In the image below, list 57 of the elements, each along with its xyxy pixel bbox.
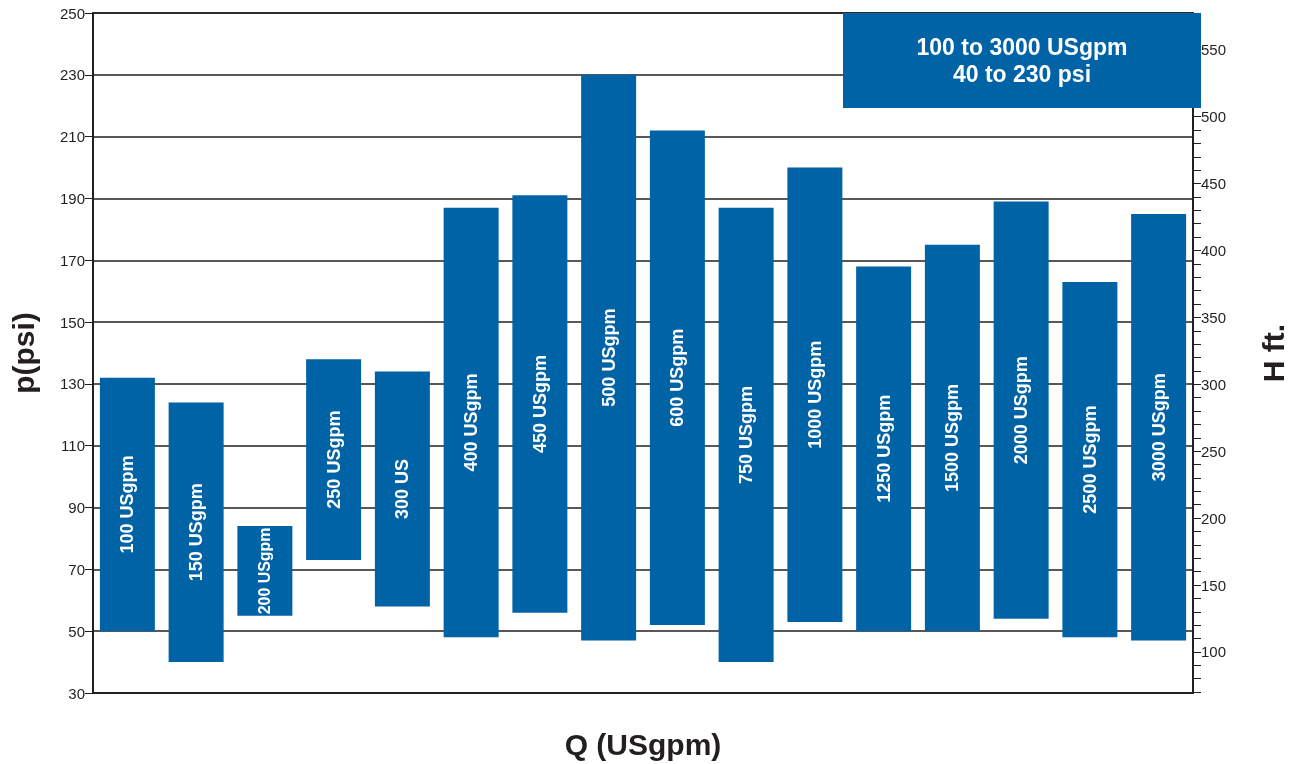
bar bbox=[1062, 281, 1118, 638]
y-tick-label: 250 bbox=[59, 4, 85, 22]
bar bbox=[649, 130, 705, 625]
x-tick-label: 2000 USgpm bbox=[1011, 356, 1032, 465]
x-tick-label: 2500 USgpm bbox=[1079, 405, 1100, 514]
x-tick-label: 400 USgpm bbox=[461, 373, 482, 472]
bar bbox=[512, 195, 568, 613]
x-tick-label: 750 USgpm bbox=[736, 385, 757, 484]
bar bbox=[374, 371, 430, 607]
y2-tick-label: 300 bbox=[1201, 375, 1227, 393]
bar bbox=[856, 266, 912, 632]
bar bbox=[306, 359, 362, 561]
x-tick-label: 300 US bbox=[392, 458, 413, 520]
bar bbox=[993, 201, 1049, 619]
bar bbox=[924, 244, 980, 632]
y2-axis-title: H ft. bbox=[1256, 323, 1290, 383]
y-tick-label: 130 bbox=[59, 375, 85, 393]
y2-tick-label: 450 bbox=[1201, 175, 1227, 193]
y2-tick-label: 100 bbox=[1201, 643, 1227, 661]
x-tick-label: 450 USgpm bbox=[529, 354, 550, 454]
x-tick-label: 200 USgpm bbox=[256, 527, 274, 615]
bar bbox=[718, 207, 774, 663]
x-tick-label: 600 USgpm bbox=[667, 328, 688, 427]
y2-tick-label: 550 bbox=[1201, 41, 1227, 59]
y2-tick-label: 400 bbox=[1201, 242, 1227, 259]
y2-tick-label: 200 bbox=[1201, 509, 1227, 527]
x-tick-label: 500 USgpm bbox=[598, 308, 619, 407]
y-tick-label: 30 bbox=[68, 684, 85, 702]
y2-tick-label: 150 bbox=[1201, 576, 1227, 594]
x-tick-label: 1250 USgpm bbox=[873, 394, 894, 503]
y-tick-label: 50 bbox=[68, 622, 85, 640]
y-axis-title: p(psi) bbox=[6, 312, 40, 394]
bar bbox=[99, 377, 155, 632]
x-tick-label: 3000 USgpm bbox=[1148, 373, 1169, 482]
bar bbox=[168, 402, 224, 663]
y-tick-label: 230 bbox=[59, 66, 85, 84]
y-tick-label: 190 bbox=[59, 189, 85, 207]
y-tick-label: 150 bbox=[59, 313, 85, 331]
x-tick-label: 150 USgpm bbox=[186, 483, 207, 582]
y-tick-label: 210 bbox=[59, 128, 85, 146]
x-tick-label: 250 USgpm bbox=[323, 410, 344, 509]
y2-tick-label: 250 bbox=[1201, 442, 1227, 460]
y2-tick-label: 350 bbox=[1201, 308, 1227, 326]
y-tick-label: 170 bbox=[59, 251, 85, 269]
y-tick-label: 70 bbox=[68, 560, 85, 578]
bar bbox=[787, 167, 843, 622]
bar bbox=[581, 74, 637, 641]
note-box: 100 to 3000 USgpm 40 to 230 psi bbox=[843, 13, 1201, 108]
y-tick-label: 90 bbox=[68, 499, 85, 517]
bar bbox=[1131, 213, 1187, 641]
y-tick-label: 110 bbox=[61, 437, 85, 455]
x-tick-label: 1500 USgpm bbox=[942, 383, 963, 493]
x-tick-label: 100 USgpm bbox=[117, 455, 138, 554]
x-tick-label: 1000 USgpm bbox=[804, 340, 825, 449]
bar bbox=[443, 207, 499, 638]
x-axis-title: Q (USgpm) bbox=[564, 727, 722, 761]
y2-tick-label: 500 bbox=[1201, 108, 1227, 126]
